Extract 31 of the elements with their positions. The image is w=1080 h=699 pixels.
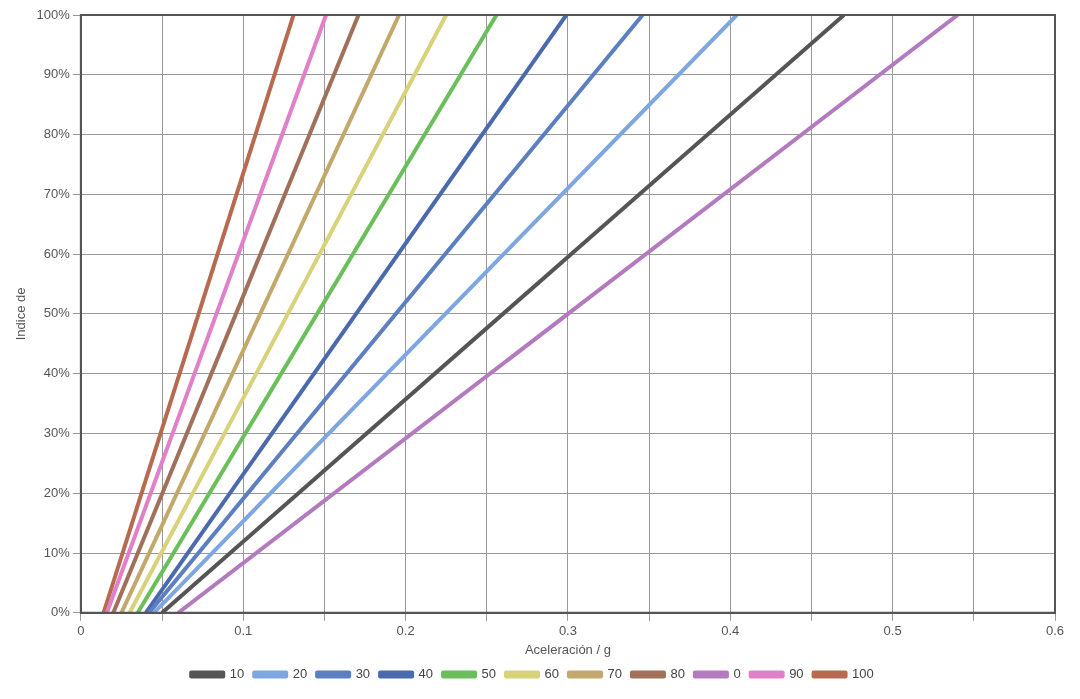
legend-label: 60 [544,666,559,682]
legend-label: 30 [355,666,371,682]
y-axis-title: Indice de [13,287,29,341]
y-tick-label: 80% [43,126,71,142]
legend-label: 10 [229,666,245,682]
legend-label: 50 [481,666,497,682]
x-tick-label: 0.1 [234,623,253,639]
y-tick-label: 60% [43,245,71,261]
legend-label: 20 [292,666,308,682]
x-tick-label: 0.3 [558,623,577,639]
legend-label: 70 [607,666,622,682]
x-tick-label: 0.5 [883,623,902,639]
x-axis-title: Aceleración / g [524,641,611,657]
legend-label: 40 [418,666,434,682]
legend-label: 100 [852,666,874,682]
y-tick-label: 90% [43,66,71,82]
y-tick-label: 70% [43,185,71,201]
y-tick-label: 50% [43,305,71,321]
y-tick-label: 40% [43,365,71,381]
x-tick-label: 0.6 [1045,623,1065,639]
x-tick-label: 0 [77,623,85,639]
x-tick-label: 0.4 [721,623,740,639]
legend-label: 0 [733,666,741,682]
y-tick-label: 10% [43,544,71,560]
legend-label: 90 [789,666,804,682]
legend-label: 80 [670,666,685,682]
x-tick-label: 0.2 [396,623,415,639]
y-tick-label: 0% [51,604,71,620]
y-tick-label: 20% [43,484,71,500]
y-tick-label: 100% [36,6,71,22]
y-tick-label: 30% [43,425,71,441]
